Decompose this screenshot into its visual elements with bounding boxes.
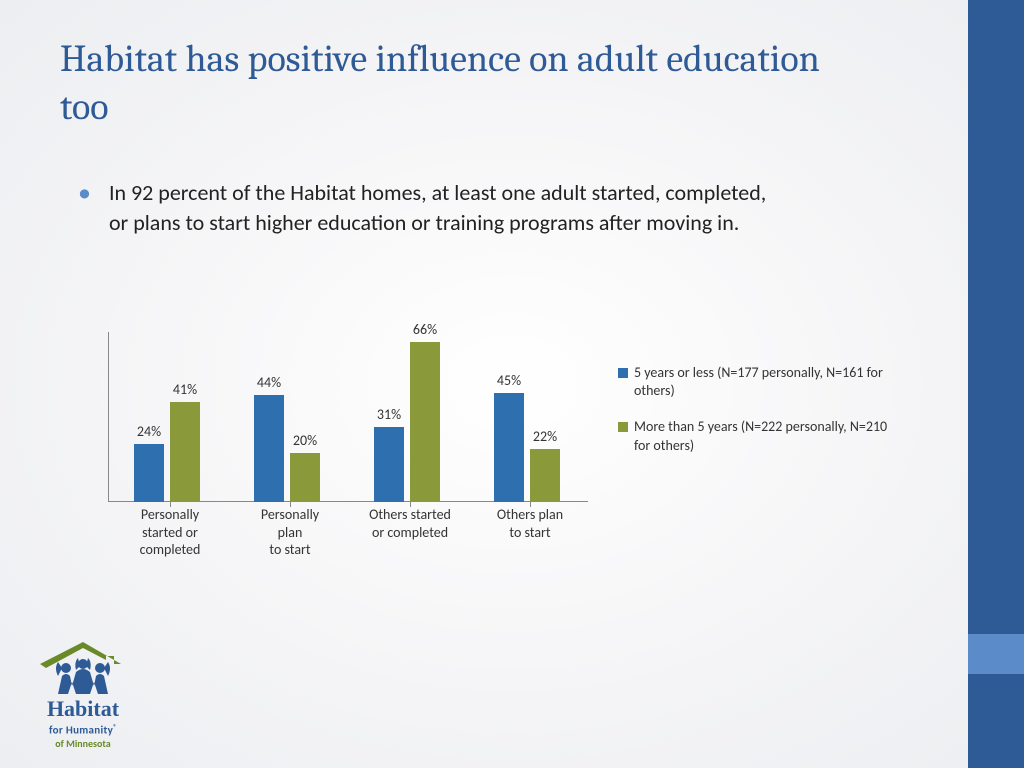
- bullet-icon: •: [78, 178, 91, 237]
- habitat-logo: Habitat for Humanity® of Minnesota: [18, 642, 148, 750]
- bar-series2: [170, 402, 200, 502]
- bar-value-label: 45%: [489, 372, 529, 389]
- legend-item: 5 years or less (N=177 personally, N=161…: [618, 364, 888, 400]
- bar-value-label: 20%: [285, 432, 325, 449]
- y-axis: [108, 332, 109, 502]
- legend-item: More than 5 years (N=222 personally, N=2…: [618, 418, 888, 454]
- logo-text-minnesota: of Minnesota: [18, 737, 148, 750]
- bar-series1: [254, 395, 284, 502]
- bar-value-label: 24%: [129, 423, 169, 440]
- bar-value-label: 31%: [369, 406, 409, 423]
- logo-text-humanity: for Humanity®: [18, 722, 148, 737]
- bar-series1: [494, 393, 524, 502]
- category-label: Others planto start: [476, 506, 584, 541]
- category-label: Personallyplanto start: [236, 506, 344, 559]
- bullet-text: In 92 percent of the Habitat homes, at l…: [109, 178, 778, 237]
- bar-value-label: 41%: [165, 381, 205, 398]
- chart-legend: 5 years or less (N=177 personally, N=161…: [618, 364, 888, 473]
- bar-series1: [134, 444, 164, 502]
- category-label: Personallystarted orcompleted: [116, 506, 224, 559]
- legend-text: 5 years or less (N=177 personally, N=161…: [634, 364, 888, 400]
- bar-series1: [374, 427, 404, 502]
- category-label: Others startedor completed: [356, 506, 464, 541]
- body-text: • In 92 percent of the Habitat homes, at…: [78, 178, 778, 237]
- slide-title: Habitat has positive influence on adult …: [60, 36, 820, 131]
- bar-series2: [290, 453, 320, 502]
- legend-swatch: [618, 368, 628, 378]
- bar-value-label: 44%: [249, 374, 289, 391]
- logo-text-habitat: Habitat: [18, 696, 148, 722]
- bar-series2: [530, 449, 560, 502]
- habitat-logo-icon: [40, 642, 126, 694]
- legend-text: More than 5 years (N=222 personally, N=2…: [634, 418, 888, 454]
- bar-chart: 24% 41% Personallystarted orcompleted 44% 20…: [108, 320, 908, 580]
- legend-swatch: [618, 422, 628, 432]
- bar-value-label: 66%: [405, 321, 445, 338]
- bar-series2: [410, 342, 440, 502]
- right-accent-stripe-block: [968, 634, 1024, 674]
- bar-value-label: 22%: [525, 428, 565, 445]
